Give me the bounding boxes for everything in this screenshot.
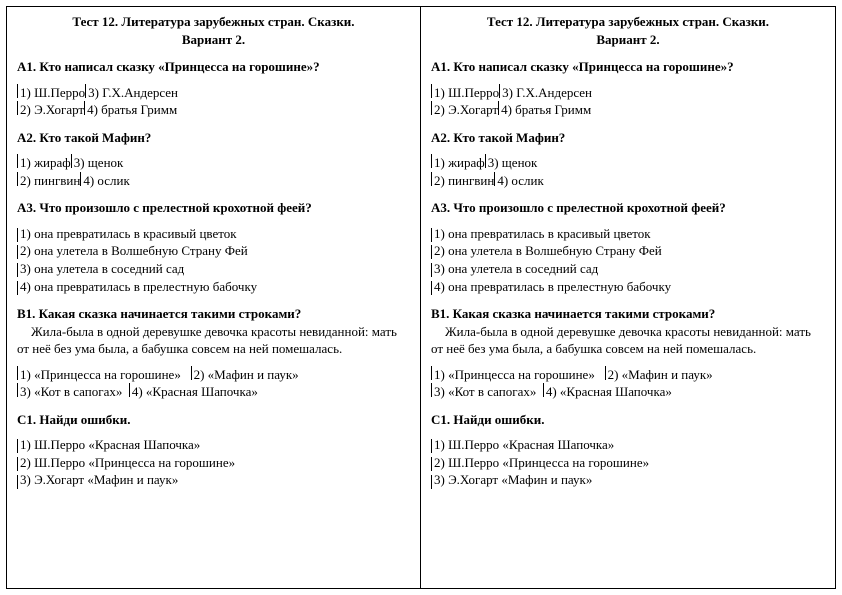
a3-options: 1) она превратилась в красивый цветок 2)…: [431, 225, 825, 295]
a2-opt2: 2) пингвин: [434, 172, 494, 190]
a1-opt3: 3) Г.Х.Андерсен: [502, 84, 592, 102]
a1-opt4: 4) братья Гримм: [87, 101, 177, 119]
a2-row2: 2) пингвин 4) ослик: [17, 172, 410, 190]
q-label: В1.: [17, 306, 35, 321]
b1-opt1: 1) «Принцесса на горошине»: [20, 366, 181, 384]
c1-options: 1) Ш.Перро «Красная Шапочка» 2) Ш.Перро …: [431, 436, 825, 489]
a3-opt3: 3) она улетела в соседний сад: [20, 261, 184, 276]
b1-opt3: 3) «Кот в сапогах»: [434, 383, 536, 401]
a3-opt2: 2) она улетела в Волшебную Страну Фей: [20, 243, 248, 258]
question-c1: С1. Найди ошибки.: [431, 411, 825, 429]
q-text: Кто написал сказку «Принцесса на горошин…: [39, 59, 319, 74]
a3-opt1: 1) она превратилась в красивый цветок: [20, 226, 237, 241]
heading: Тест 12. Литература зарубежных стран. Ск…: [431, 13, 825, 48]
b1-passage: Жила-была в одной деревушке девочка крас…: [17, 323, 410, 358]
q-label: С1.: [431, 412, 450, 427]
q-text: Кто такой Мафин?: [453, 130, 565, 145]
q-label: В1.: [431, 306, 449, 321]
a1-opt2: 2) Э.Хогарт: [434, 101, 498, 119]
a3-opt3: 3) она улетела в соседний сад: [434, 261, 598, 276]
a2-opt3: 3) щенок: [488, 154, 538, 172]
a2-opt4: 4) ослик: [497, 172, 543, 190]
c1-opt1: 1) Ш.Перро «Красная Шапочка»: [20, 437, 200, 452]
a2-opt1: 1) жираф: [20, 154, 71, 172]
heading-line1: Тест 12. Литература зарубежных стран. Ск…: [431, 13, 825, 31]
a1-opt3: 3) Г.Х.Андерсен: [88, 84, 178, 102]
q-label: А3.: [17, 200, 36, 215]
question-b1: В1. Какая сказка начинается такими строк…: [17, 305, 410, 358]
a2-row1: 1) жираф 3) щенок: [431, 154, 825, 172]
c1-opt3: 3) Э.Хогарт «Мафин и паук»: [434, 472, 592, 487]
a3-opt1: 1) она превратилась в красивый цветок: [434, 226, 651, 241]
c1-opt2: 2) Ш.Перро «Принцесса на горошине»: [20, 455, 235, 470]
a3-options: 1) она превратилась в красивый цветок 2)…: [17, 225, 410, 295]
a3-opt2: 2) она улетела в Волшебную Страну Фей: [434, 243, 662, 258]
q-label: А2.: [17, 130, 36, 145]
a1-opt2: 2) Э.Хогарт: [20, 101, 84, 119]
q-text: Какая сказка начинается такими строками?: [39, 306, 302, 321]
q-text: Что произошло с прелестной крохотной фее…: [39, 200, 311, 215]
b1-opt2: 2) «Мафин и паук»: [194, 366, 299, 384]
c1-options: 1) Ш.Перро «Красная Шапочка» 2) Ш.Перро …: [17, 436, 410, 489]
a2-opt2: 2) пингвин: [20, 172, 80, 190]
b1-opt3: 3) «Кот в сапогах»: [20, 383, 122, 401]
left-column: Тест 12. Литература зарубежных стран. Ск…: [7, 7, 421, 588]
a1-opt4: 4) братья Гримм: [501, 101, 591, 119]
a1-row2: 2) Э.Хогарт 4) братья Гримм: [17, 101, 410, 119]
b1-opt4: 4) «Красная Шапочка»: [546, 383, 672, 401]
a1-row1: 1) Ш.Перро 3) Г.Х.Андерсен: [17, 84, 410, 102]
b1-opt2: 2) «Мафин и паук»: [608, 366, 713, 384]
c1-opt2: 2) Ш.Перро «Принцесса на горошине»: [434, 455, 649, 470]
a3-opt4: 4) она превратилась в прелестную бабочку: [434, 279, 671, 294]
right-column: Тест 12. Литература зарубежных стран. Ск…: [421, 7, 835, 588]
question-a2: А2. Кто такой Мафин?: [17, 129, 410, 147]
a2-opt3: 3) щенок: [74, 154, 124, 172]
q-label: С1.: [17, 412, 36, 427]
question-a1: А1. Кто написал сказку «Принцесса на гор…: [17, 58, 410, 76]
b1-passage: Жила-была в одной деревушке девочка крас…: [431, 323, 825, 358]
c1-opt3: 3) Э.Хогарт «Мафин и паук»: [20, 472, 178, 487]
q-text: Найди ошибки.: [453, 412, 544, 427]
q-label: А1.: [431, 59, 450, 74]
b1-row1: 1) «Принцесса на горошине» 2) «Мафин и п…: [431, 366, 825, 384]
a1-row2: 2) Э.Хогарт 4) братья Гримм: [431, 101, 825, 119]
q-text: Какая сказка начинается такими строками?: [453, 306, 716, 321]
a2-opt1: 1) жираф: [434, 154, 485, 172]
a2-row1: 1) жираф 3) щенок: [17, 154, 410, 172]
q-text: Кто написал сказку «Принцесса на горошин…: [453, 59, 733, 74]
q-text: Что произошло с прелестной крохотной фее…: [453, 200, 725, 215]
a3-opt4: 4) она превратилась в прелестную бабочку: [20, 279, 257, 294]
a1-opt1: 1) Ш.Перро: [434, 84, 499, 102]
question-a3: А3. Что произошло с прелестной крохотной…: [17, 199, 410, 217]
c1-opt1: 1) Ш.Перро «Красная Шапочка»: [434, 437, 614, 452]
b1-row2: 3) «Кот в сапогах» 4) «Красная Шапочка»: [431, 383, 825, 401]
a2-row2: 2) пингвин 4) ослик: [431, 172, 825, 190]
q-label: А3.: [431, 200, 450, 215]
heading-line2: Вариант 2.: [17, 31, 410, 49]
heading-line1: Тест 12. Литература зарубежных стран. Ск…: [17, 13, 410, 31]
heading: Тест 12. Литература зарубежных стран. Ск…: [17, 13, 410, 48]
q-text: Найди ошибки.: [39, 412, 130, 427]
q-label: А2.: [431, 130, 450, 145]
b1-row2: 3) «Кот в сапогах» 4) «Красная Шапочка»: [17, 383, 410, 401]
q-label: А1.: [17, 59, 36, 74]
b1-row1: 1) «Принцесса на горошине» 2) «Мафин и п…: [17, 366, 410, 384]
a1-opt1: 1) Ш.Перро: [20, 84, 85, 102]
page-container: Тест 12. Литература зарубежных стран. Ск…: [6, 6, 836, 589]
q-text: Кто такой Мафин?: [39, 130, 151, 145]
a1-row1: 1) Ш.Перро 3) Г.Х.Андерсен: [431, 84, 825, 102]
a2-opt4: 4) ослик: [83, 172, 129, 190]
question-a3: А3. Что произошло с прелестной крохотной…: [431, 199, 825, 217]
b1-opt1: 1) «Принцесса на горошине»: [434, 366, 595, 384]
question-a1: А1. Кто написал сказку «Принцесса на гор…: [431, 58, 825, 76]
b1-opt4: 4) «Красная Шапочка»: [132, 383, 258, 401]
question-b1: В1. Какая сказка начинается такими строк…: [431, 305, 825, 358]
heading-line2: Вариант 2.: [431, 31, 825, 49]
question-a2: А2. Кто такой Мафин?: [431, 129, 825, 147]
question-c1: С1. Найди ошибки.: [17, 411, 410, 429]
